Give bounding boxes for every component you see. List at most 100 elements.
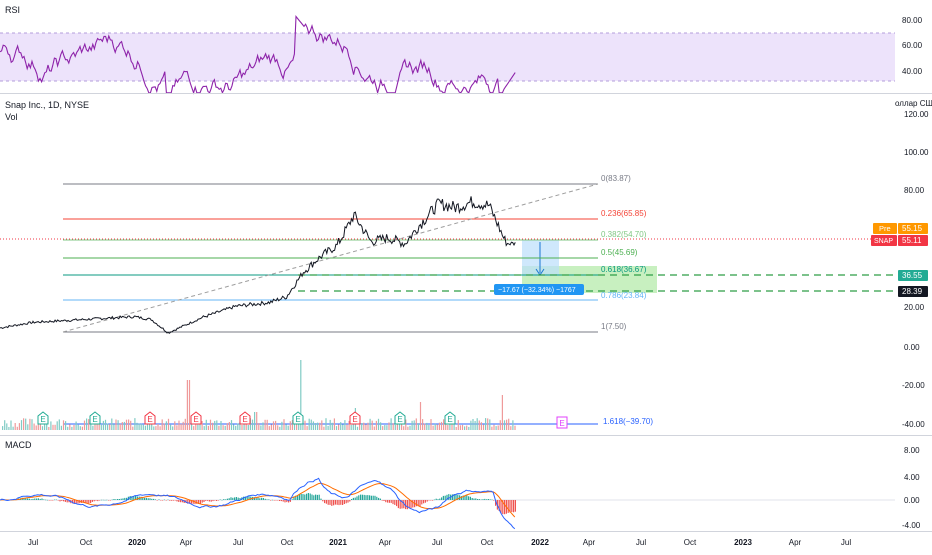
macd-histogram-bar: [45, 499, 47, 501]
macd-histogram-bar: [208, 500, 210, 502]
macd-histogram-bar: [331, 500, 333, 506]
price-panel[interactable]: Snap Inc., 1D, NYSE Vol оллар СШ 120.00 …: [0, 99, 932, 430]
macd-histogram-bar: [448, 494, 450, 500]
earnings-marker[interactable]: E: [89, 411, 101, 425]
volume-bar: [136, 422, 138, 430]
macd-histogram-bar: [41, 498, 43, 500]
fibonacci-retracement[interactable]: 0(83.87) 0.236(65.85) 0.382(54.70) 0.5(4…: [63, 174, 653, 426]
volume-bar: [464, 426, 466, 430]
volume-bar: [4, 420, 6, 430]
volume-bar: [388, 422, 390, 430]
earnings-marker[interactable]: E: [190, 411, 202, 425]
time-axis-label: Apr: [583, 538, 596, 547]
macd-histogram-bar: [351, 499, 353, 500]
macd-histogram-bar: [149, 498, 151, 500]
volume-bar: [436, 424, 438, 430]
volume-bar: [174, 421, 176, 430]
earnings-marker[interactable]: E: [37, 411, 49, 425]
trendline[interactable]: [62, 183, 599, 333]
fib-level-05-label: 0.5(45.69): [601, 248, 638, 257]
macd-histogram-bar: [453, 494, 455, 500]
earnings-marker[interactable]: E: [144, 411, 156, 425]
earnings-marker[interactable]: E: [292, 411, 304, 425]
macd-histogram-bar: [167, 499, 169, 501]
macd-panel[interactable]: MACD 8.00 4.00 0.00 -4.00: [0, 440, 921, 530]
volume-bar: [180, 423, 182, 430]
macd-histogram-bar: [455, 494, 457, 500]
macd-histogram-bar: [108, 500, 110, 501]
macd-histogram-bar: [122, 498, 124, 500]
macd-histogram-bar: [126, 497, 128, 500]
macd-histogram-bar: [102, 499, 104, 501]
volume-bar: [83, 420, 86, 430]
volume-bar: [50, 421, 52, 430]
macd-histogram-bar: [266, 499, 268, 500]
macd-histogram-bar: [118, 499, 120, 500]
macd-histogram-bar: [396, 500, 398, 507]
macd-histogram-bar: [329, 500, 331, 505]
macd-histogram-bar: [180, 500, 182, 503]
volume-bar: [69, 424, 71, 430]
volume-bar: [235, 425, 237, 430]
macd-histogram-bar: [280, 500, 282, 502]
volume-bar: [491, 426, 493, 430]
earnings-marker[interactable]: E: [556, 416, 568, 429]
macd-histogram-bar: [216, 500, 218, 501]
volume-bar: [375, 420, 377, 430]
volume-bar: [514, 425, 516, 430]
volume-bar: [335, 426, 338, 430]
volume-bar: [327, 425, 329, 430]
rsi-panel[interactable]: RSI 80.00 60.00 40.00: [0, 5, 923, 95]
macd-histogram-bar: [513, 500, 515, 513]
macd-histogram-bar: [59, 500, 61, 502]
volume-bar: [39, 423, 41, 430]
macd-histogram-bar: [504, 500, 506, 515]
macd-histogram-bar: [408, 500, 410, 509]
macd-histogram-bar: [367, 495, 369, 500]
volume-bar: [308, 418, 310, 430]
volume-bar: [67, 426, 69, 430]
volume-bar: [310, 419, 312, 430]
earnings-marker[interactable]: E: [239, 411, 251, 425]
price-tick: 100.00: [904, 148, 929, 157]
volume-bar: [23, 418, 25, 430]
macd-histogram-bar: [480, 499, 482, 500]
volume-bar: [476, 418, 478, 430]
time-axis[interactable]: Jul Oct 2020 Apr Jul Oct 2021 Apr Jul Oct 2022 Apr J…: [28, 538, 851, 547]
volume-bar: [487, 418, 489, 430]
macd-histogram-bar: [57, 500, 59, 501]
volume-bar: [159, 426, 161, 430]
volume-bar: [438, 422, 440, 430]
earnings-marker[interactable]: E: [349, 411, 361, 425]
macd-histogram-bar: [327, 500, 329, 505]
earnings-marker[interactable]: E: [444, 411, 456, 425]
earnings-marker[interactable]: E: [394, 411, 406, 425]
rsi-line: [0, 15, 516, 95]
macd-histogram-bar: [394, 500, 396, 505]
volume-bar: [453, 421, 455, 430]
macd-histogram-bar: [248, 496, 250, 500]
volume-bar: [356, 426, 359, 430]
macd-histogram-bar: [336, 500, 338, 505]
volume-bar: [512, 420, 514, 430]
volume-bar: [214, 420, 216, 430]
macd-histogram-bar: [469, 496, 471, 500]
macd-histogram-bar: [491, 499, 493, 501]
time-axis-label: Oct: [281, 538, 294, 547]
volume-bar: [62, 420, 65, 430]
price-tick: -40.00: [902, 420, 925, 429]
time-axis-label: 2022: [531, 538, 549, 547]
volume-bar: [342, 424, 344, 430]
volume-bar: [493, 424, 495, 430]
earnings-marker-shape: [239, 411, 251, 425]
volume-bar: [361, 423, 363, 430]
volume-bar: [499, 420, 501, 430]
macd-histogram-bar: [147, 498, 149, 500]
symbol-badge-label: SNAP: [874, 238, 893, 245]
price-axis[interactable]: 120.00 100.00 80.00 20.00 0.00 -20.00 -4…: [902, 110, 929, 429]
measure-label: −17.67 (−32.34%) −1767: [498, 287, 576, 294]
volume-bar: [6, 423, 8, 430]
time-axis-label: 2021: [329, 538, 347, 547]
